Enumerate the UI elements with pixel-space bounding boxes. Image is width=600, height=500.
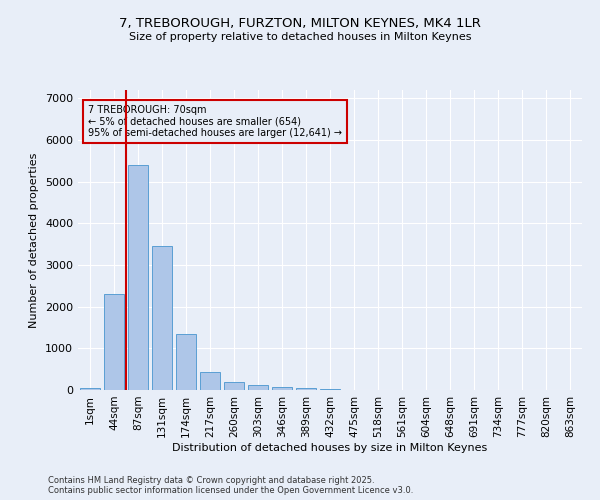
Text: 7, TREBOROUGH, FURZTON, MILTON KEYNES, MK4 1LR: 7, TREBOROUGH, FURZTON, MILTON KEYNES, M… — [119, 18, 481, 30]
Bar — [224, 382, 244, 390]
Text: 7 TREBOROUGH: 70sqm
← 5% of detached houses are smaller (654)
95% of semi-detach: 7 TREBOROUGH: 70sqm ← 5% of detached hou… — [88, 105, 342, 138]
Bar — [128, 165, 148, 390]
Text: Size of property relative to detached houses in Milton Keynes: Size of property relative to detached ho… — [129, 32, 471, 42]
Bar — [296, 388, 316, 390]
Text: Contains HM Land Registry data © Crown copyright and database right 2025.
Contai: Contains HM Land Registry data © Crown c… — [48, 476, 413, 495]
Bar — [200, 372, 220, 390]
Bar — [272, 386, 292, 390]
Bar — [80, 388, 100, 390]
X-axis label: Distribution of detached houses by size in Milton Keynes: Distribution of detached houses by size … — [172, 442, 488, 452]
Bar — [176, 334, 196, 390]
Y-axis label: Number of detached properties: Number of detached properties — [29, 152, 40, 328]
Bar — [152, 246, 172, 390]
Bar — [248, 384, 268, 390]
Bar — [104, 294, 124, 390]
